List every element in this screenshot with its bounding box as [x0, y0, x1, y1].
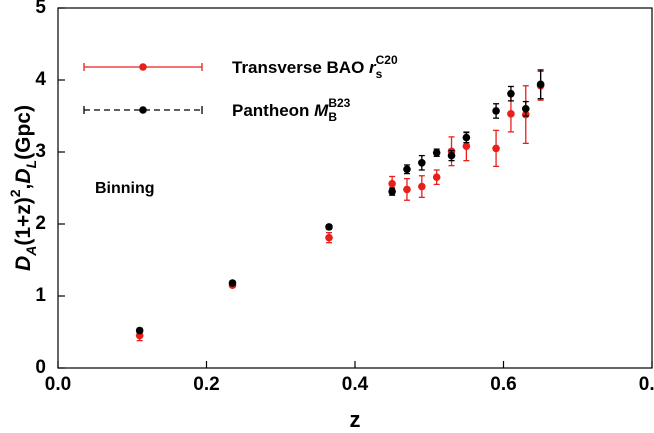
y-axis-label: DA(1+z)2,DL(Gpc) [7, 105, 39, 271]
point [507, 89, 515, 98]
point [388, 179, 396, 188]
point [418, 159, 426, 167]
y-axis-label-part: A [23, 246, 39, 257]
legend-label-sup: B23 [328, 96, 350, 110]
x-tick-label: 0.8 [639, 374, 654, 395]
y-tick-label: 3 [35, 141, 46, 162]
y-axis-label-part: L [23, 160, 39, 169]
x-tick-label: 0.0 [45, 374, 71, 395]
point [447, 151, 456, 160]
y-axis-label-part: (Gpc) [12, 105, 35, 160]
legend-label-italic: M [314, 101, 329, 120]
legend-label-sub: B [328, 110, 337, 124]
legend-label-text: Pantheon [232, 101, 314, 120]
legend-sample [83, 106, 203, 114]
y-axis-label-part: (1+z) [12, 197, 35, 245]
legend-label-text: Transverse BAO [232, 58, 369, 77]
point [462, 133, 471, 142]
point [388, 187, 396, 196]
point [403, 165, 411, 174]
y-axis-label-part: , [12, 184, 35, 190]
point [418, 182, 426, 191]
point [432, 148, 441, 157]
x-tick-label: 0.4 [342, 374, 369, 395]
y-tick-label: 4 [35, 69, 46, 90]
y-tick-label: 2 [35, 213, 46, 234]
y-tick-label: 1 [35, 285, 46, 306]
legend-label-italic: r [369, 58, 377, 77]
point [492, 144, 500, 153]
legend-label-sup: C20 [376, 53, 398, 67]
point [135, 326, 144, 335]
x-axis-label: z [350, 407, 361, 432]
legend-label-sub: s [376, 67, 383, 81]
point [462, 142, 471, 151]
y-tick-label: 0 [35, 357, 46, 378]
legend-label: Transverse BAO rsC20 [232, 53, 398, 81]
point [325, 223, 333, 231]
legend-marker [139, 106, 147, 114]
y-axis-label-part: 2 [7, 189, 23, 197]
point [432, 173, 441, 181]
point [403, 185, 411, 194]
point [325, 233, 333, 242]
legend-marker [139, 63, 147, 71]
y-tick-label: 5 [35, 0, 46, 18]
legend-sample [83, 63, 203, 71]
y-axis-label-part: D [12, 168, 35, 183]
x-tick-label: 0.2 [193, 374, 219, 395]
point [521, 105, 530, 113]
point [492, 107, 500, 115]
legend-label: Pantheon MBB23 [232, 96, 351, 124]
y-axis-label-part: D [12, 256, 35, 271]
x-tick-label: 0.6 [490, 374, 516, 395]
point [228, 279, 237, 287]
point [507, 110, 515, 118]
point [536, 80, 545, 89]
annotation: Binning [95, 180, 155, 197]
